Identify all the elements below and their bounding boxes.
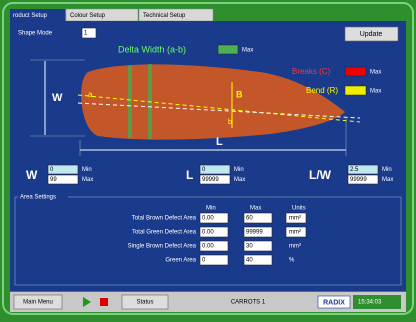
tab-label: roduct Setup	[13, 13, 48, 19]
screen: roduct Setup Colour Setup Technical Setu…	[0, 0, 416, 317]
label: Min	[82, 167, 92, 173]
clock: 15:34:03	[358, 300, 382, 306]
row-label: Single Brown Defect Area	[128, 244, 197, 250]
label: Min	[234, 167, 244, 173]
label: Max	[234, 177, 245, 183]
input-value: 99999	[202, 177, 219, 183]
label: Max	[242, 48, 253, 54]
input-value: 40	[246, 258, 253, 264]
label: Max	[82, 177, 93, 183]
stop-button[interactable]	[100, 298, 108, 306]
dim-label: C	[282, 83, 288, 92]
input-value: 60	[246, 216, 253, 222]
dim-label: W	[52, 92, 63, 104]
unit: mm²	[289, 216, 301, 222]
tab-label: Colour Setup	[70, 13, 106, 19]
input-value: 99	[50, 177, 57, 183]
label: Max	[370, 89, 381, 95]
input[interactable]	[345, 67, 366, 76]
button-label: Main Menu	[23, 300, 53, 306]
column-header: Max	[250, 206, 261, 212]
button-label: Update	[360, 31, 383, 38]
label: Bend (R)	[306, 86, 338, 95]
column-header: Min	[206, 206, 216, 212]
label: Delta Width (a-b)	[118, 44, 186, 54]
dim-label: a	[88, 90, 93, 99]
input-value: 99999	[350, 177, 367, 183]
label: Breaks (C)	[292, 67, 331, 76]
button-label: Status	[136, 300, 153, 306]
row-label: Green Area	[165, 258, 196, 264]
row-label: Total Brown Defect Area	[132, 216, 197, 222]
dim-label: L	[216, 136, 223, 148]
dim-label: L/W	[309, 168, 332, 182]
input-value: 0.00	[202, 230, 214, 236]
column-header: Units	[292, 206, 306, 212]
unit: mm²	[289, 244, 301, 250]
input-value: 0.00	[202, 244, 214, 250]
label: Max	[370, 70, 381, 76]
group-title: Area Settings	[20, 195, 56, 201]
label: Max	[382, 177, 393, 183]
row-label: Total Green Defect Area	[132, 230, 197, 236]
logo: RADIX	[323, 299, 345, 306]
input[interactable]	[218, 45, 238, 54]
product-name: CARROTS 1	[231, 300, 266, 306]
dim-label: b	[228, 119, 232, 126]
marker	[128, 66, 132, 138]
unit: mm²	[289, 230, 301, 236]
tab-label: Technical Setup	[143, 13, 186, 19]
input[interactable]	[345, 86, 366, 95]
dim-label: L	[186, 168, 193, 182]
input-value: 0.00	[202, 216, 214, 222]
input-value: 99999	[246, 230, 263, 236]
label: Shape Mode	[18, 31, 53, 37]
label: Min	[382, 167, 392, 173]
page: roduct Setup Colour Setup Technical Setu…	[0, 0, 416, 317]
input-value: 2.5	[350, 167, 359, 173]
unit: %	[289, 258, 295, 264]
dim-label: B	[236, 89, 243, 99]
input-value: 30	[246, 244, 253, 250]
dim-label: W	[26, 168, 38, 182]
